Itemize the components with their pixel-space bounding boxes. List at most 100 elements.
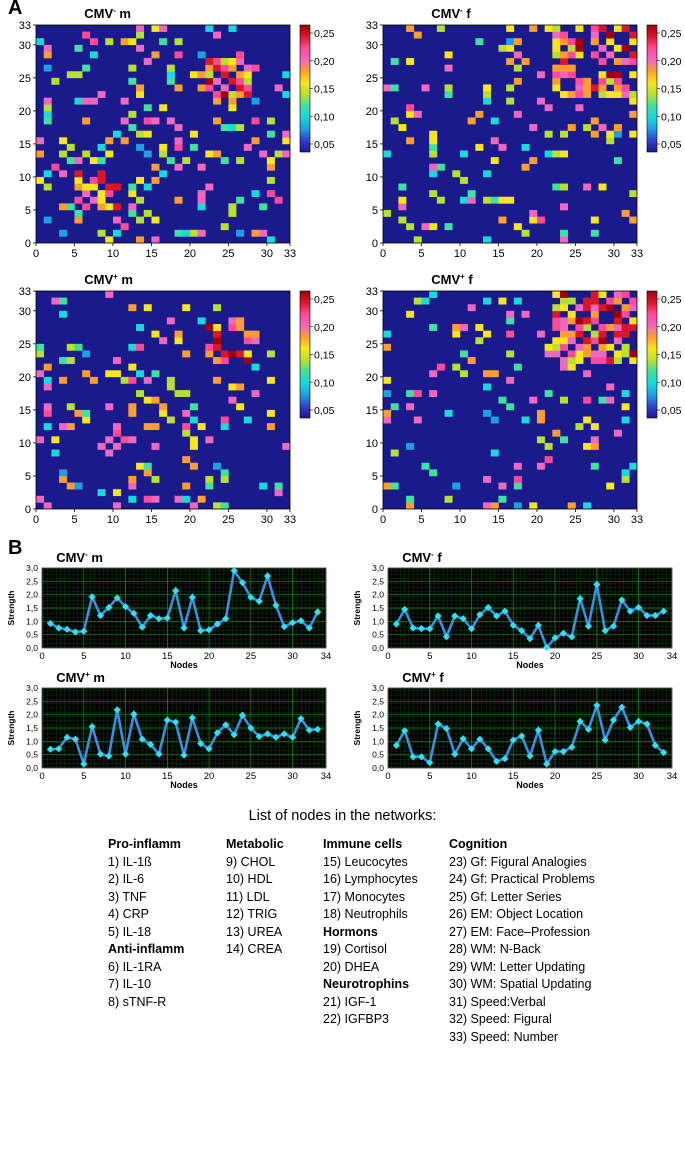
heatmap-cell xyxy=(189,442,198,450)
heatmap-cell xyxy=(205,475,214,483)
heatmap-cell xyxy=(266,130,275,138)
heatmap-cell xyxy=(112,370,121,378)
heatmap-cell xyxy=(490,370,499,378)
heatmap-cell xyxy=(151,236,160,244)
heatmap-cell xyxy=(51,449,60,457)
plot-frame xyxy=(41,567,327,649)
heatmap-cell xyxy=(383,343,391,351)
heatmap-cell xyxy=(151,176,160,184)
heatmap-cell xyxy=(552,337,561,345)
heatmap-cell xyxy=(36,370,44,378)
y-tick-label: 2,5 xyxy=(372,576,384,586)
heatmap-cell xyxy=(629,190,638,198)
data-point xyxy=(442,633,451,641)
heatmap-cell xyxy=(43,376,52,384)
heatmap-cell xyxy=(236,91,245,98)
heatmap-cell xyxy=(513,38,522,46)
x-tick-label: 10 xyxy=(466,771,477,782)
y-tick-label: 0 xyxy=(372,504,378,516)
heatmap-cell xyxy=(259,482,268,490)
heatmap-cell xyxy=(259,203,268,211)
heatmap-cell xyxy=(243,143,252,151)
heatmap-cell xyxy=(436,25,445,32)
heatmap-cell xyxy=(544,350,553,358)
heatmap-cell xyxy=(383,209,391,217)
heatmap-cell xyxy=(513,363,522,371)
heatmap-cell xyxy=(151,495,160,503)
legend-item: 30) WM: Spatial Updating xyxy=(449,977,592,991)
heatmap-cell xyxy=(189,71,198,79)
heatmap-cell xyxy=(513,482,522,490)
legend-item: 25) Gf: Letter Series xyxy=(449,889,562,904)
heatmap-cell xyxy=(174,229,183,237)
heatmap-cell xyxy=(159,170,168,178)
heatmap-cell xyxy=(59,137,68,145)
heatmap-cell xyxy=(105,370,114,378)
heatmap-cell xyxy=(560,71,569,79)
heatmap-cell xyxy=(182,429,191,437)
strength-charts: 0 5 10 15 20 25 30 34 0,0 0,5 1,0 1,5 2,0 2,5 3,0 Nodes… xyxy=(6,550,677,790)
heatmap-cell xyxy=(598,324,607,331)
heatmap-cell xyxy=(552,31,561,39)
heatmap-cell xyxy=(598,330,607,338)
heatmap-cell xyxy=(590,337,599,345)
heatmap-cell xyxy=(613,429,622,437)
heatmap-cell xyxy=(467,304,476,312)
heatmap-cell xyxy=(74,97,83,105)
heatmap-cell xyxy=(613,84,622,92)
colorbar-tick-label: 0,10 xyxy=(661,377,682,389)
data-point xyxy=(551,634,559,642)
heatmap-cell xyxy=(51,436,60,444)
heatmap-cell xyxy=(282,150,291,158)
heatmap-cell xyxy=(266,376,275,384)
heatmap-cell xyxy=(213,97,222,105)
heatmap-cell xyxy=(43,97,52,105)
heatmap-cell xyxy=(174,196,183,204)
heatmap-cell xyxy=(136,324,145,331)
y-tick-label: 1,0 xyxy=(372,736,384,746)
heatmap-cell xyxy=(205,150,214,158)
y-tick-label: 0,0 xyxy=(372,763,384,773)
heatmap-cell xyxy=(82,190,91,198)
heatmap-cell xyxy=(383,84,391,92)
heatmap-cell xyxy=(236,403,245,411)
y-tick-label: 0,0 xyxy=(372,643,384,653)
heatmap-cell xyxy=(529,124,538,131)
heatmap-cell xyxy=(166,64,175,72)
heatmap-cell xyxy=(452,170,461,178)
data-point xyxy=(163,716,171,724)
heatmap-cell xyxy=(43,64,52,72)
heatmap-cell xyxy=(220,350,229,358)
heatmap-cell xyxy=(36,38,44,46)
data-point xyxy=(138,623,146,631)
heatmap-cell xyxy=(251,229,260,237)
heatmap-cell xyxy=(182,495,191,503)
heatmap-cell xyxy=(243,357,252,364)
y-tick-label: 20 xyxy=(366,106,378,118)
x-tick-label: 10 xyxy=(107,248,119,260)
x-tick-label: 10 xyxy=(466,651,477,662)
legend-column-1: Pro-inflamm 1) IL-1ß 2) IL-6 3) TNF 4) CRP 5)… xyxy=(108,836,184,1011)
heatmap-title: CMV+ f xyxy=(431,272,473,287)
heatmap-cell xyxy=(406,310,415,318)
heatmap-cell xyxy=(151,25,160,32)
heatmap-cell xyxy=(128,495,137,503)
heatmap-cell xyxy=(459,370,468,378)
heatmap-cell xyxy=(220,357,229,364)
heatmap-cell xyxy=(220,157,229,165)
heatmap-cell xyxy=(590,130,599,138)
heatmap-cell xyxy=(97,196,106,204)
panel-label-a: A xyxy=(8,0,23,19)
heatmap-cell xyxy=(483,409,492,417)
heatmap-cell xyxy=(406,495,415,503)
heatmap-cell xyxy=(406,223,415,231)
heatmap-cell xyxy=(143,462,152,470)
heatmap-cell xyxy=(43,403,52,411)
heatmap-cell xyxy=(82,150,91,158)
heatmap-cell xyxy=(243,64,252,72)
data-point xyxy=(526,752,534,760)
heatmap-cell xyxy=(629,350,638,358)
heatmap-cell xyxy=(74,176,83,184)
heatmap-cell xyxy=(583,297,592,305)
data-point xyxy=(288,619,297,627)
